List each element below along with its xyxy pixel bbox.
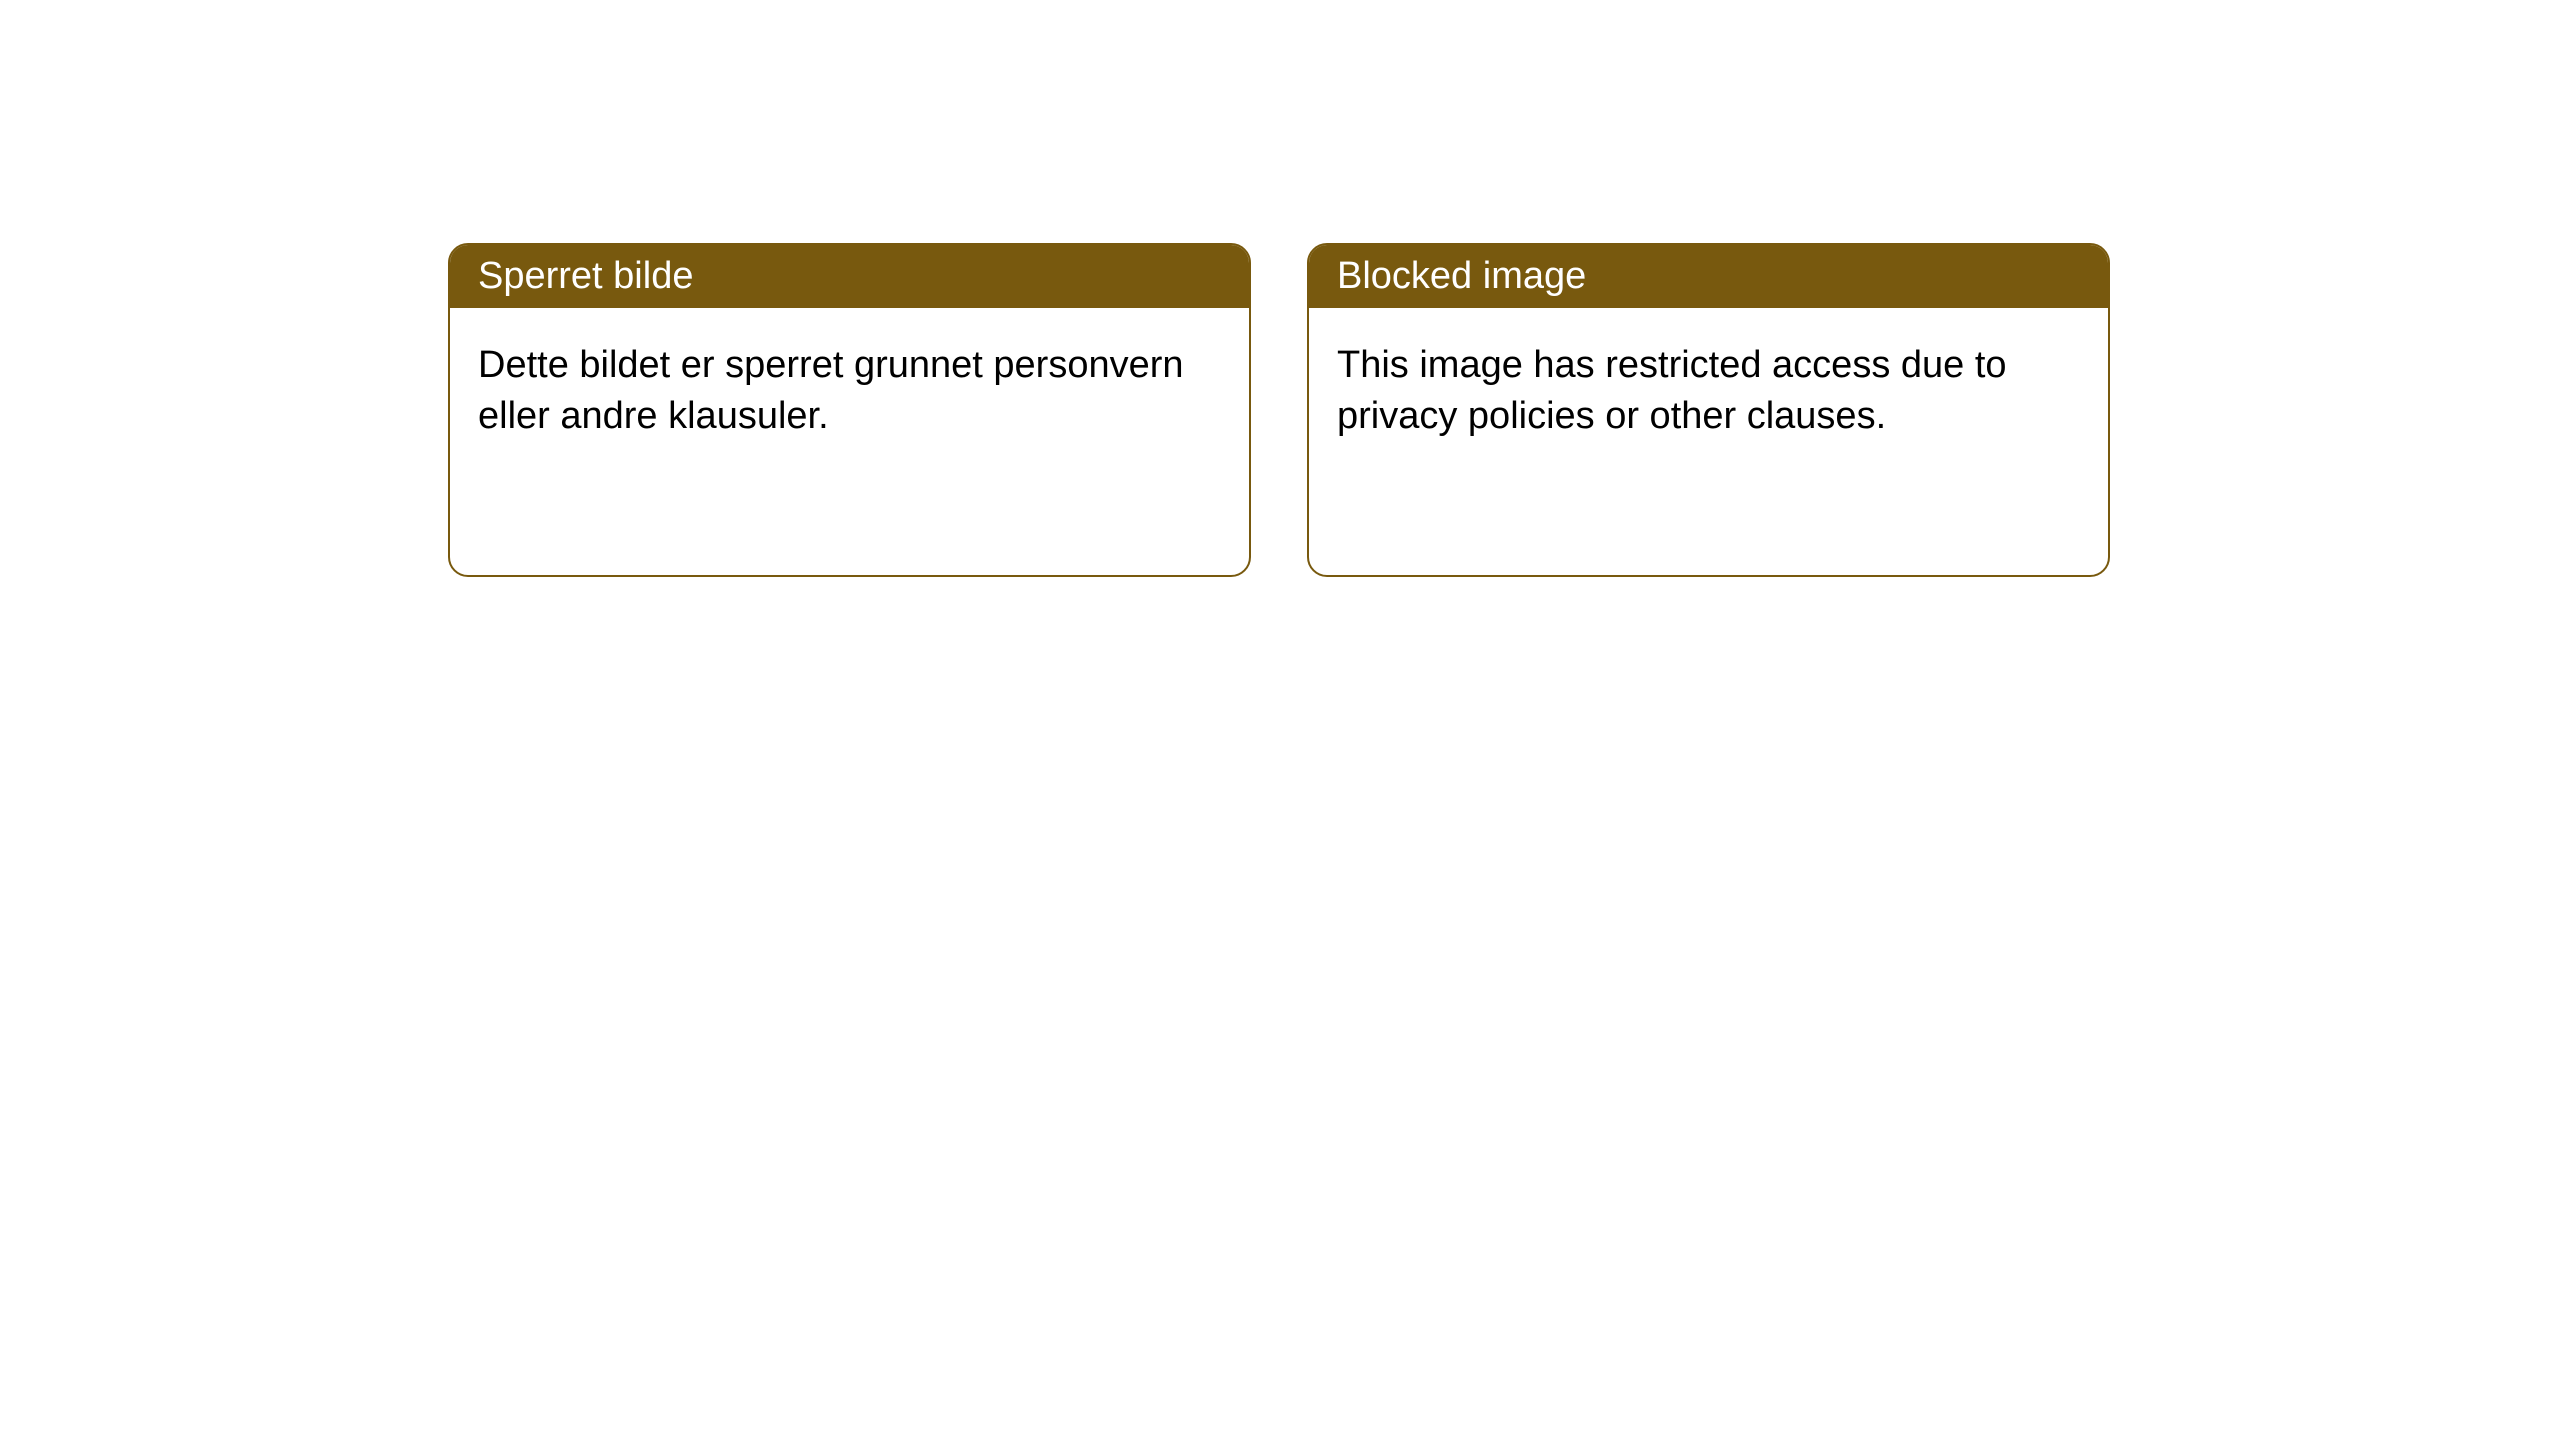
card-title-no: Sperret bilde — [478, 255, 693, 297]
card-title-en: Blocked image — [1337, 255, 1586, 297]
card-header-en: Blocked image — [1309, 245, 2108, 308]
card-header-no: Sperret bilde — [450, 245, 1249, 308]
notice-container: Sperret bilde Dette bildet er sperret gr… — [0, 0, 2560, 577]
blocked-image-card-en: Blocked image This image has restricted … — [1307, 243, 2110, 577]
card-message-no: Dette bildet er sperret grunnet personve… — [478, 344, 1184, 437]
card-body-no: Dette bildet er sperret grunnet personve… — [450, 308, 1249, 475]
card-body-en: This image has restricted access due to … — [1309, 308, 2108, 475]
blocked-image-card-no: Sperret bilde Dette bildet er sperret gr… — [448, 243, 1251, 577]
card-message-en: This image has restricted access due to … — [1337, 344, 2007, 437]
